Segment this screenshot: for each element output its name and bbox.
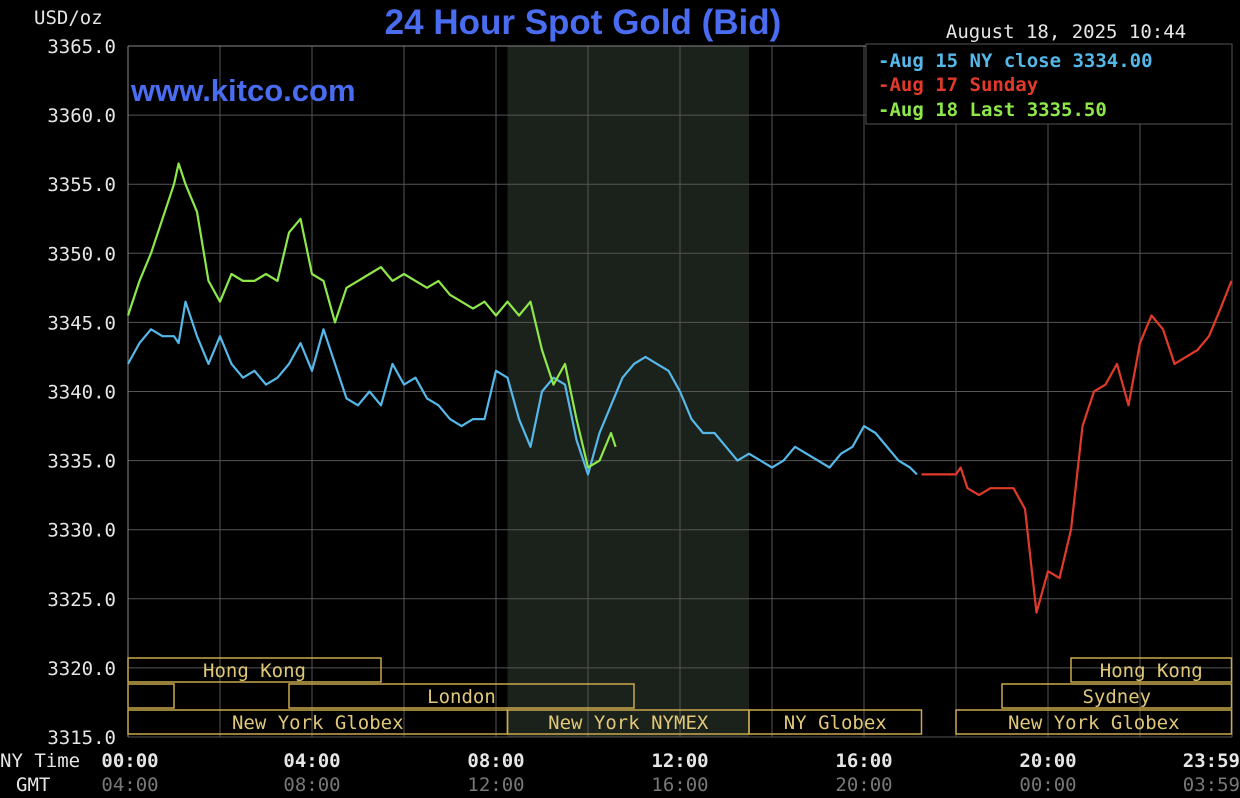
y-tick-label: 3340.0: [47, 382, 116, 404]
legend-entry-aug17: -Aug 17 Sunday: [878, 74, 1038, 96]
x-tick-label-ny: 04:00: [283, 750, 340, 772]
market-sessions: Hong Kong London New York Globex New York N…: [127, 657, 1233, 735]
session-box: [748, 709, 923, 735]
x-tick-label-ny: 16:00: [835, 750, 892, 772]
y-tick-label: 3345.0: [47, 312, 116, 334]
y-tick-label: 3315.0: [47, 727, 116, 749]
series-lines: [126, 162, 1233, 614]
y-tick-label: 3350.0: [47, 243, 116, 265]
session-box: [1070, 657, 1233, 683]
x-tick-label-gmt: 04:00: [101, 774, 158, 796]
series-line-2: [126, 162, 617, 469]
x-tick-label-gmt: 16:00: [651, 774, 708, 796]
y-tick-label: 3365.0: [47, 36, 116, 58]
session-label: London: [427, 686, 496, 708]
x-tick-label-gmt: 20:00: [835, 774, 892, 796]
y-tick-label: 3325.0: [47, 589, 116, 611]
legend-entry-aug15: -Aug 15 NY close 3334.00: [878, 50, 1153, 72]
ny-time-row-label: NY Time: [0, 750, 80, 772]
legend-label-aug17: Aug 17 Sunday: [889, 74, 1038, 96]
x-tick-labels: 00:0004:0004:0008:0008:0012:0012:0016:00…: [101, 750, 1240, 796]
series-line-0: [127, 300, 918, 476]
y-tick-label: 3330.0: [47, 520, 116, 542]
x-tick-label-gmt: 08:00: [283, 774, 340, 796]
session-box: [1001, 683, 1233, 709]
legend-entry-aug18: -Aug 18 Last 3335.50: [878, 99, 1107, 121]
x-tick-label-ny: 20:00: [1019, 750, 1076, 772]
x-tick-label-gmt: 00:00: [1019, 774, 1076, 796]
y-tick-label: 3335.0: [47, 451, 116, 473]
legend-box: [865, 43, 1233, 125]
x-tick-label-gmt: 03:59: [1183, 774, 1240, 796]
grid-lines: [127, 45, 1233, 738]
y-tick-label: 3320.0: [47, 658, 116, 680]
y-tick-labels: 3315.0 3320.0 3325.0 3330.0 3335.0 3340.0 3345…: [47, 36, 116, 749]
session-box: [288, 683, 635, 709]
session-label: New York NYMEX: [548, 712, 709, 734]
y-axis-unit-label: USD/oz: [34, 7, 103, 29]
session-box: [127, 683, 175, 709]
session-box: [127, 657, 382, 683]
chart-title: 24 Hour Spot Gold (Bid): [385, 3, 782, 42]
chart-timestamp: August 18, 2025 10:44: [946, 21, 1186, 43]
x-tick-label-ny: 12:00: [651, 750, 708, 772]
x-tick-label-ny: 23:59: [1183, 750, 1240, 772]
series-line-1: [921, 280, 1233, 614]
watermark: www.kitco.com: [130, 73, 356, 108]
legend-label-aug18: Aug 18 Last 3335.50: [889, 99, 1106, 121]
session-box: [955, 709, 1233, 735]
x-tick-label-ny: 08:00: [467, 750, 524, 772]
session-label: NY Globex: [784, 712, 887, 734]
x-tick-label-ny: 00:00: [101, 750, 158, 772]
y-tick-label: 3355.0: [47, 174, 116, 196]
session-label: New York Globex: [232, 712, 404, 734]
session-label: New York Globex: [1008, 712, 1180, 734]
x-tick-label-gmt: 12:00: [467, 774, 524, 796]
legend-label-aug15: Aug 15 NY close 3334.00: [889, 50, 1152, 72]
session-label: Hong Kong: [1100, 660, 1203, 682]
session-label: Sydney: [1082, 686, 1151, 708]
session-label: Hong Kong: [203, 660, 306, 682]
legend: -Aug 15 NY close 3334.00 -Aug 17 Sunday …: [865, 43, 1233, 125]
gmt-row-label: GMT: [16, 774, 50, 796]
y-tick-label: 3360.0: [47, 105, 116, 127]
